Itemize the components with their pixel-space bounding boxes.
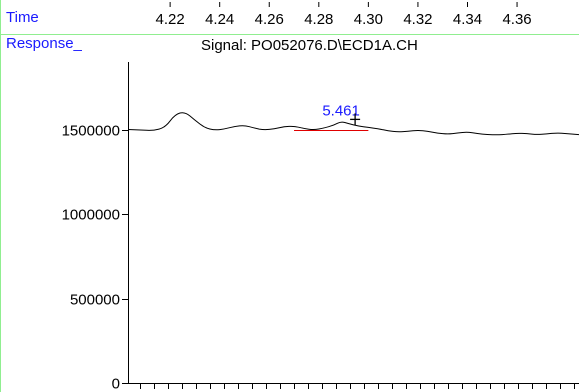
signal-trace xyxy=(127,112,579,136)
response-axis-label: Response_ xyxy=(6,35,83,52)
chart-title: Signal: PO052076.D\ECD1A.CH xyxy=(201,37,418,54)
y-tick-label: 0 xyxy=(112,376,120,392)
y-tick-label: 1500000 xyxy=(62,123,120,140)
time-tick-label: 4.28 xyxy=(304,11,333,28)
y-tick-label: 1000000 xyxy=(62,207,120,224)
time-axis-label: Time xyxy=(6,9,39,26)
y-tick-group: 0 500000 1000000 1500000 xyxy=(62,123,128,392)
y-tick-label: 500000 xyxy=(70,292,120,309)
time-tick-labels: 4.22 4.24 4.26 4.28 4.30 4.32 4.34 4.36 xyxy=(156,2,532,28)
peak-apex-marker xyxy=(350,113,361,126)
time-tick-label: 4.32 xyxy=(403,11,432,28)
time-tick-label: 4.24 xyxy=(205,11,234,28)
peak-retention-label: 5.461 xyxy=(322,102,360,119)
x-minor-tick-group xyxy=(140,383,575,389)
time-tick-label: 4.30 xyxy=(354,11,383,28)
time-tick-label: 4.34 xyxy=(453,11,482,28)
time-tick-label: 4.22 xyxy=(156,11,185,28)
time-tick-label: 4.36 xyxy=(502,11,531,28)
time-tick-label: 4.26 xyxy=(255,11,284,28)
